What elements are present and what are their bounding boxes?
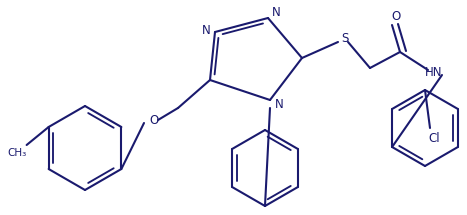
Text: HN: HN xyxy=(425,66,443,80)
Text: N: N xyxy=(275,98,283,112)
Text: S: S xyxy=(341,32,349,45)
Text: O: O xyxy=(149,115,159,127)
Text: CH₃: CH₃ xyxy=(7,148,26,158)
Text: Cl: Cl xyxy=(428,132,440,144)
Text: N: N xyxy=(272,6,280,20)
Text: O: O xyxy=(391,11,401,23)
Text: N: N xyxy=(202,23,210,37)
